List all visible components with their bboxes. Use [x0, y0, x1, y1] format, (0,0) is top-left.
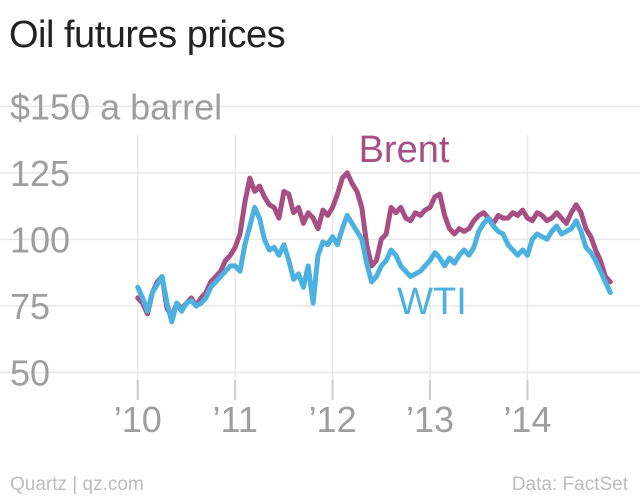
y-tick-label: 75 — [10, 286, 50, 327]
series-annotations: Brent WTI — [359, 129, 467, 323]
y-axis-tick-labels: $150 a barrel 125 100 75 50 — [10, 86, 222, 393]
y-tick-label: $150 a barrel — [10, 86, 222, 127]
x-tick-label: ’10 — [114, 399, 162, 440]
series-label-brent: Brent — [359, 129, 450, 171]
series-line-brent — [135, 170, 613, 319]
y-tick-label: 50 — [10, 352, 50, 393]
x-tick-label: ’12 — [309, 399, 357, 440]
series-line-wti — [135, 204, 613, 325]
x-axis-tick-labels: ’10 ’11 ’12 ’13 ’14 — [114, 399, 552, 440]
series-lines — [135, 170, 613, 325]
x-tick-label: ’14 — [503, 399, 551, 440]
y-tick-label: 125 — [10, 153, 70, 194]
series-label-wti: WTI — [397, 281, 467, 323]
x-tick-label: ’11 — [212, 399, 257, 440]
chart-title: Oil futures prices — [9, 14, 286, 56]
x-tick-label: ’13 — [406, 399, 454, 440]
gridlines — [0, 105, 640, 400]
y-tick-label: 100 — [10, 219, 70, 260]
source-credit: Quartz | qz.com — [10, 474, 144, 495]
data-source: Data: FactSet — [511, 474, 628, 495]
